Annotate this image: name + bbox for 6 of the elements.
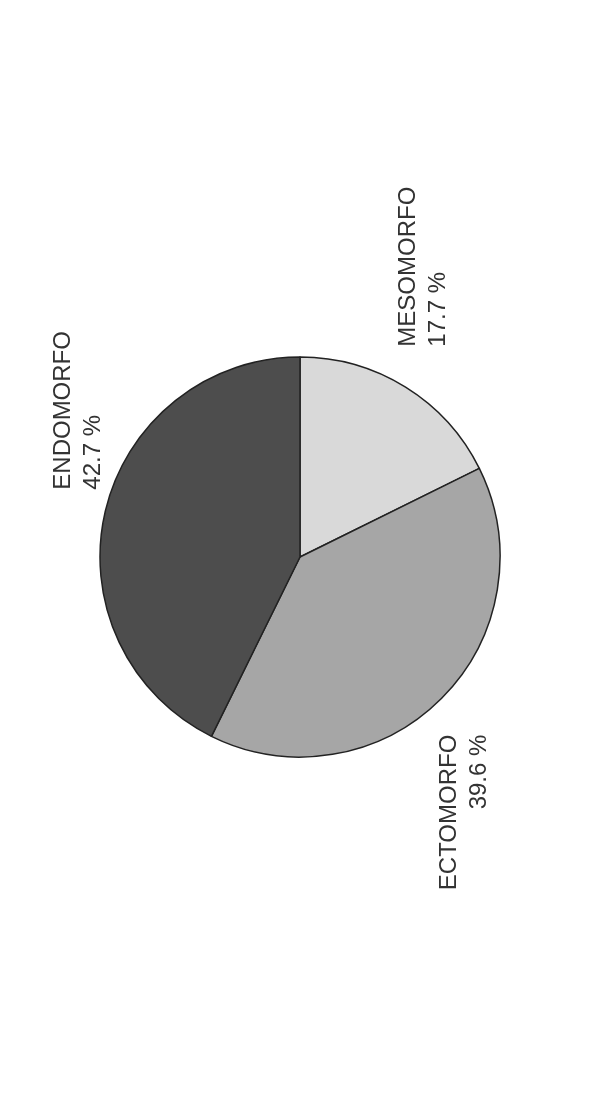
- data-label: 42.7 %: [77, 415, 105, 490]
- slice-label: ENDOMORFO: [47, 331, 75, 490]
- data-label: 17.7 %: [422, 271, 450, 347]
- slice-label: ECTOMORFO: [434, 734, 462, 891]
- data-label: 39.6 %: [464, 734, 492, 810]
- slice-label: MESOMORFO: [392, 186, 420, 347]
